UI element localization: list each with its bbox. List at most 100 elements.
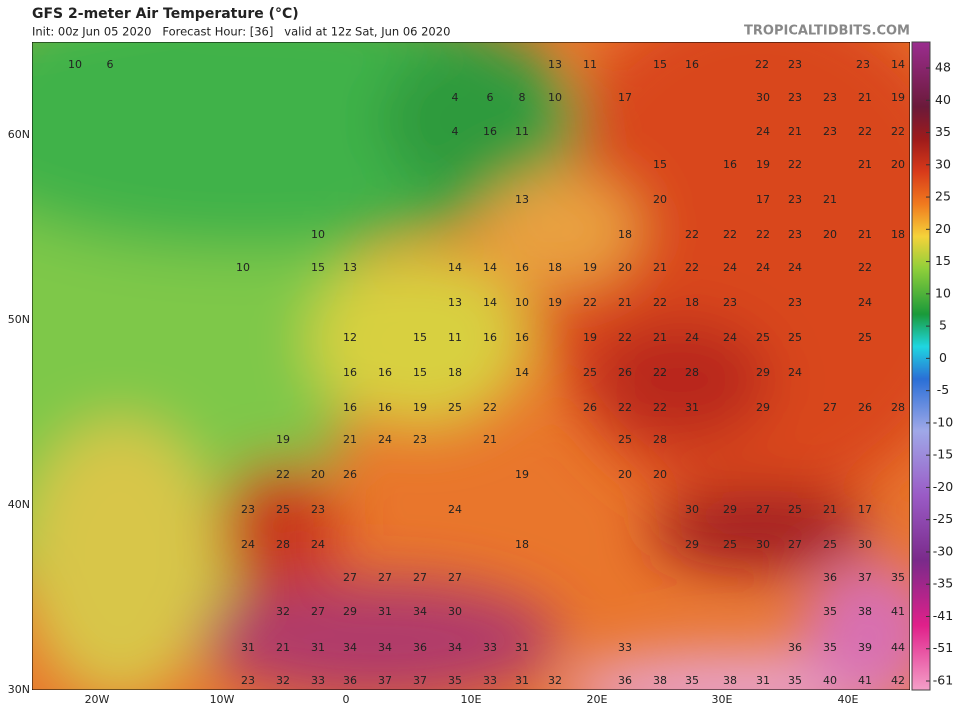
temperature-label: 28 — [685, 366, 699, 379]
temperature-label: 20 — [653, 468, 667, 481]
temperature-label: 33 — [483, 641, 497, 654]
source: TROPICALTIDBITS.COM — [744, 24, 910, 39]
temperature-label: 24 — [311, 538, 325, 551]
temperature-label: 18 — [891, 228, 905, 241]
temperature-label: 39 — [858, 641, 872, 654]
temperature-label: 22 — [618, 331, 632, 344]
temperature-label: 28 — [891, 401, 905, 414]
temperature-label: 15 — [311, 261, 325, 274]
temperature-label: 32 — [548, 674, 562, 687]
colorbar-label: 5 — [939, 318, 947, 333]
temperature-label: 22 — [276, 468, 290, 481]
temperature-label: 24 — [448, 503, 462, 516]
temperature-label: 38 — [858, 605, 872, 618]
temperature-label: 19 — [891, 91, 905, 104]
colorbar-label: 0 — [939, 350, 947, 365]
temperature-label: 23 — [856, 58, 870, 71]
temperature-label: 10 — [236, 261, 250, 274]
temperature-label: 25 — [723, 538, 737, 551]
temperature-label: 19 — [548, 296, 562, 309]
temperature-label: 10 — [68, 58, 82, 71]
temperature-label: 20 — [653, 193, 667, 206]
temperature-label: 20 — [891, 158, 905, 171]
temperature-label: 25 — [618, 433, 632, 446]
temperature-label: 23 — [413, 433, 427, 446]
temperature-label: 31 — [515, 641, 529, 654]
temperature-label: 23 — [788, 228, 802, 241]
colorbar — [911, 41, 931, 691]
temperature-label: 35 — [823, 605, 837, 618]
temperature-label: 42 — [891, 674, 905, 687]
temperature-label: 22 — [583, 296, 597, 309]
temperature-label: 20 — [823, 228, 837, 241]
temperature-label: 24 — [858, 296, 872, 309]
temperature-label: 24 — [756, 125, 770, 138]
temperature-label: 30 — [685, 503, 699, 516]
temperature-label: 24 — [241, 538, 255, 551]
temperature-label: 27 — [823, 401, 837, 414]
lon-label: 40E — [838, 693, 859, 706]
colorbar-label: -25 — [933, 511, 953, 526]
temperature-label: 16 — [483, 125, 497, 138]
temperature-label: 26 — [343, 468, 357, 481]
temperature-label: 30 — [858, 538, 872, 551]
temperature-label: 24 — [788, 261, 802, 274]
temperature-label: 16 — [343, 366, 357, 379]
temperature-label: 19 — [276, 433, 290, 446]
lon-label: 10W — [210, 693, 235, 706]
lon-label: 30E — [712, 693, 733, 706]
temperature-label: 21 — [618, 296, 632, 309]
temperature-label: 21 — [858, 158, 872, 171]
lat-label: 50N — [8, 313, 30, 326]
lat-label: 30N — [8, 683, 30, 696]
temperature-label: 33 — [618, 641, 632, 654]
temperature-label: 30 — [756, 91, 770, 104]
temperature-label: 27 — [413, 571, 427, 584]
temperature-label: 14 — [483, 296, 497, 309]
temperature-label: 22 — [483, 401, 497, 414]
temperature-label: 27 — [756, 503, 770, 516]
temperature-label: 14 — [448, 261, 462, 274]
temperature-label: 24 — [723, 331, 737, 344]
temperature-label: 15 — [413, 331, 427, 344]
temperature-label: 25 — [756, 331, 770, 344]
temperature-label: 18 — [618, 228, 632, 241]
temperature-label: 25 — [583, 366, 597, 379]
temperature-label: 16 — [483, 331, 497, 344]
temperature-label: 18 — [448, 366, 462, 379]
temperature-label: 27 — [788, 538, 802, 551]
temperature-label: 25 — [788, 331, 802, 344]
temperature-label: 27 — [343, 571, 357, 584]
temperature-label: 25 — [448, 401, 462, 414]
temperature-label: 16 — [378, 366, 392, 379]
temperature-label: 26 — [583, 401, 597, 414]
colorbar-label: 40 — [935, 92, 951, 107]
temperature-label: 18 — [685, 296, 699, 309]
temperature-label: 11 — [448, 331, 462, 344]
temperature-label: 29 — [685, 538, 699, 551]
temperature-label: 31 — [378, 605, 392, 618]
temperature-label: 22 — [723, 228, 737, 241]
lon-label: 20E — [587, 693, 608, 706]
temperature-label: 33 — [311, 674, 325, 687]
temperature-label: 28 — [653, 433, 667, 446]
temperature-label: 14 — [483, 261, 497, 274]
temperature-label: 21 — [858, 228, 872, 241]
temperature-label: 31 — [515, 674, 529, 687]
temperature-label: 12 — [343, 331, 357, 344]
colorbar-label: -10 — [933, 414, 953, 429]
temperature-label: 26 — [618, 366, 632, 379]
temperature-label: 36 — [788, 641, 802, 654]
temperature-label: 15 — [413, 366, 427, 379]
temperature-label: 23 — [788, 193, 802, 206]
temperature-label: 37 — [378, 674, 392, 687]
lat-label: 40N — [8, 498, 30, 511]
colorbar-label: -61 — [933, 673, 953, 688]
colorbar-label: 15 — [935, 253, 951, 268]
temperature-label: 13 — [343, 261, 357, 274]
temperature-label: 10 — [548, 91, 562, 104]
temperature-label: 25 — [276, 503, 290, 516]
lon-label: 10E — [461, 693, 482, 706]
temperature-label: 24 — [756, 261, 770, 274]
temperature-label: 23 — [823, 91, 837, 104]
